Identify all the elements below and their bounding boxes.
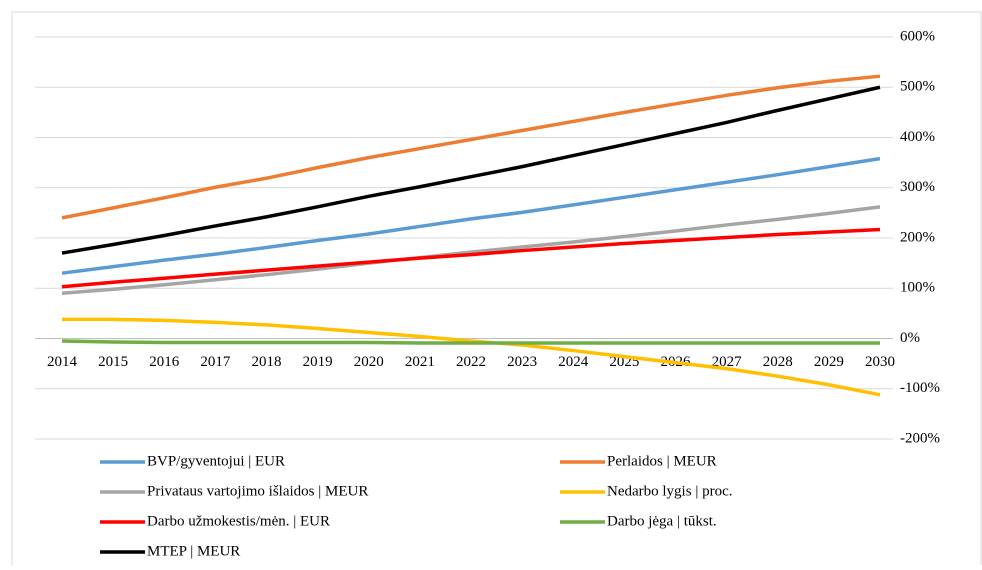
chart-frame xyxy=(11,11,982,570)
y-tick-label: 600% xyxy=(900,28,935,44)
x-tick-label: 2019 xyxy=(303,354,333,370)
legend-label: Perlaidos | MEUR xyxy=(607,453,717,469)
series-line xyxy=(61,227,881,289)
y-tick-label: 0% xyxy=(900,330,920,346)
series-line xyxy=(61,74,881,220)
legend-label: Privataus vartojimo išlaidos | MEUR xyxy=(147,483,368,499)
legend-label: BVP/gyventojui | EUR xyxy=(147,453,285,469)
x-tick-label: 2029 xyxy=(814,354,844,370)
series-line xyxy=(61,205,881,296)
x-tick-label: 2030 xyxy=(865,354,895,370)
y-tick-label: -100% xyxy=(900,380,940,396)
x-tick-label: 2021 xyxy=(405,354,435,370)
x-tick-label: 2027 xyxy=(712,354,743,370)
y-tick-label: -200% xyxy=(900,430,940,446)
y-tick-label: 300% xyxy=(900,179,935,195)
series-line xyxy=(62,317,881,397)
x-tick-label: 2017 xyxy=(200,354,231,370)
x-tick-label: 2016 xyxy=(149,354,180,370)
x-tick-label: 2028 xyxy=(763,354,793,370)
x-tick-label: 2023 xyxy=(507,354,537,370)
y-tick-label: 400% xyxy=(900,129,935,145)
series-line xyxy=(61,156,881,275)
legend-label: Darbo jėga | tūkst. xyxy=(607,513,717,529)
legend-label: MTEP | MEUR xyxy=(147,543,240,559)
x-tick-label: 2014 xyxy=(47,354,78,370)
x-tick-label: 2020 xyxy=(354,354,384,370)
x-tick-label: 2018 xyxy=(252,354,282,370)
y-tick-label: 200% xyxy=(900,229,935,245)
x-tick-label: 2022 xyxy=(456,354,486,370)
series-line xyxy=(61,339,880,345)
legend-label: Darbo užmokestis/mėn. | EUR xyxy=(147,513,330,529)
y-tick-label: 100% xyxy=(900,280,935,296)
x-tick-label: 2024 xyxy=(558,354,589,370)
series-line xyxy=(61,85,881,255)
x-tick-label: 2015 xyxy=(98,354,128,370)
legend-label: Nedarbo lygis | proc. xyxy=(607,483,732,499)
y-tick-label: 500% xyxy=(900,79,935,95)
